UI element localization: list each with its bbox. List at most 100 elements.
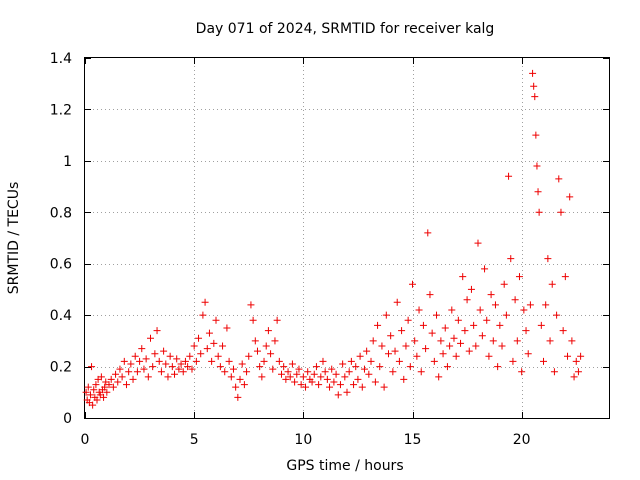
data-point bbox=[269, 365, 277, 373]
data-point bbox=[472, 342, 480, 350]
data-point bbox=[271, 337, 279, 345]
data-point bbox=[435, 373, 443, 381]
data-point bbox=[282, 375, 290, 383]
data-point bbox=[323, 375, 331, 383]
data-point bbox=[457, 339, 465, 347]
data-point bbox=[317, 373, 325, 381]
data-point bbox=[238, 360, 246, 368]
data-point bbox=[101, 383, 109, 391]
data-point bbox=[568, 337, 576, 345]
data-point bbox=[275, 357, 283, 365]
data-point bbox=[518, 368, 526, 376]
data-point bbox=[347, 357, 355, 365]
data-point bbox=[205, 329, 213, 337]
data-point bbox=[384, 350, 392, 358]
x-tick-label: 0 bbox=[81, 432, 90, 448]
data-point bbox=[352, 363, 360, 371]
data-point bbox=[186, 352, 194, 360]
data-point bbox=[367, 357, 375, 365]
data-point bbox=[138, 345, 146, 353]
data-point bbox=[315, 381, 323, 389]
data-point bbox=[459, 273, 467, 281]
data-point bbox=[125, 368, 133, 376]
data-point bbox=[192, 357, 200, 365]
y-tick-label: 0.2 bbox=[50, 360, 72, 376]
data-point bbox=[212, 316, 220, 324]
data-point bbox=[251, 337, 259, 345]
y-tick-label: 0 bbox=[63, 411, 72, 427]
data-point bbox=[330, 378, 338, 386]
data-point bbox=[441, 324, 449, 332]
y-tick-labels: 0 0.2 0.4 0.6 0.8 1 1.2 1.4 bbox=[50, 51, 72, 427]
data-point bbox=[199, 311, 207, 319]
data-point bbox=[175, 365, 183, 373]
data-point bbox=[284, 368, 292, 376]
data-point bbox=[491, 301, 499, 309]
data-point bbox=[393, 298, 401, 306]
data-point bbox=[258, 373, 266, 381]
data-point bbox=[89, 401, 97, 409]
data-point bbox=[406, 363, 414, 371]
data-point bbox=[116, 365, 124, 373]
data-point bbox=[448, 306, 456, 314]
data-point bbox=[162, 360, 170, 368]
data-point bbox=[360, 365, 368, 373]
data-point bbox=[225, 357, 233, 365]
data-point bbox=[153, 327, 161, 335]
data-point bbox=[319, 357, 327, 365]
data-point bbox=[190, 342, 198, 350]
data-point bbox=[260, 357, 268, 365]
data-point bbox=[341, 373, 349, 381]
data-point bbox=[570, 373, 578, 381]
data-point bbox=[391, 347, 399, 355]
data-point bbox=[103, 388, 111, 396]
data-point bbox=[84, 383, 92, 391]
x-tick-label: 15 bbox=[404, 432, 422, 448]
data-point bbox=[243, 368, 251, 376]
data-point bbox=[267, 350, 275, 358]
data-point bbox=[481, 265, 489, 273]
data-point bbox=[463, 296, 471, 304]
data-point bbox=[371, 378, 379, 386]
data-point bbox=[350, 381, 358, 389]
data-point bbox=[430, 357, 438, 365]
data-point bbox=[293, 370, 301, 378]
data-point bbox=[114, 378, 122, 386]
data-point bbox=[118, 373, 126, 381]
data-point bbox=[336, 381, 344, 389]
data-point bbox=[291, 378, 299, 386]
data-point bbox=[223, 324, 231, 332]
data-point bbox=[203, 345, 211, 353]
data-point bbox=[88, 363, 96, 371]
data-point bbox=[131, 352, 139, 360]
data-point bbox=[509, 357, 517, 365]
data-point bbox=[129, 375, 137, 383]
data-point bbox=[542, 301, 550, 309]
data-point bbox=[280, 363, 288, 371]
data-point bbox=[398, 327, 406, 335]
data-point bbox=[278, 370, 285, 378]
data-point bbox=[140, 365, 148, 373]
data-point bbox=[310, 370, 318, 378]
data-point bbox=[253, 347, 261, 355]
data-point bbox=[100, 393, 108, 401]
data-point bbox=[534, 188, 542, 196]
data-point bbox=[208, 357, 216, 365]
data-point bbox=[378, 342, 386, 350]
data-point bbox=[487, 291, 495, 299]
data-point bbox=[500, 280, 508, 288]
data-point bbox=[354, 375, 362, 383]
data-point bbox=[530, 82, 538, 90]
y-tick-label: 1 bbox=[63, 154, 72, 170]
data-point bbox=[496, 321, 504, 329]
data-point bbox=[402, 342, 410, 350]
x-tick-labels: 0 5 10 15 20 bbox=[81, 432, 531, 448]
data-point bbox=[105, 381, 113, 389]
data-point bbox=[387, 332, 395, 340]
data-point bbox=[127, 360, 135, 368]
data-point bbox=[356, 352, 364, 360]
data-point bbox=[470, 321, 478, 329]
data-point bbox=[446, 342, 454, 350]
data-point bbox=[173, 355, 181, 363]
